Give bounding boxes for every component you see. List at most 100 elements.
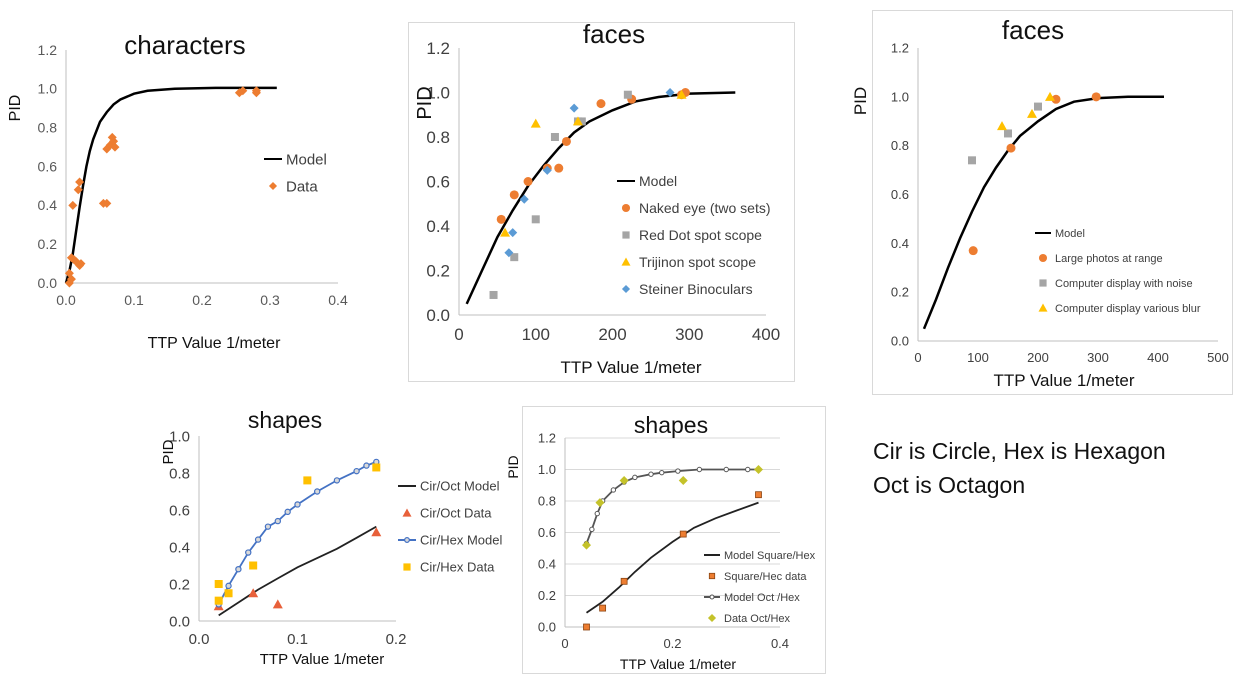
legend-marker-cir-hex-data (403, 563, 411, 571)
x-tick-label: 0.4 (328, 292, 348, 308)
series-line-model (922, 95, 1164, 330)
legend-marker-data-oct-hex (707, 613, 717, 623)
data-point-cir-hex-data (303, 476, 312, 485)
data-point-cir-hex-model (254, 536, 262, 543)
y-tick-label: 1.2 (891, 41, 909, 56)
legend-label-naked-eye-two-sets: Naked eye (two sets) (639, 200, 771, 216)
x-axis-label: TTP Value 1/meter (148, 335, 281, 352)
legend-label-model-square-hex: Model Square/Hex (724, 550, 816, 562)
chart-characters-svg: 0.0 0.2 0.4 0.6 0.8 1.0 1.2 0.0 0.1 0.2 0.3 0.4 char… (7, 30, 348, 352)
data-point-computer-display-various-blur (997, 121, 1007, 131)
data-point-data (64, 268, 74, 278)
y-tick-label: 0.0 (426, 306, 450, 325)
y-tick-label: 0.0 (538, 620, 556, 635)
y-tick-label: 0.4 (38, 197, 58, 213)
legend-label-red-dot-spot-scope: Red Dot spot scope (639, 227, 762, 243)
data-point-large-photos-at-range (1051, 94, 1061, 104)
data-point-cir-hex-model (353, 467, 360, 475)
data-point-model-oct-hex (696, 466, 703, 473)
data-point-large-photos-at-range (1006, 143, 1016, 153)
x-tick-label: 0.2 (663, 636, 681, 651)
data-point-steiner-binoculars (542, 165, 552, 175)
legend-marker-computer-display-various-blur (1038, 303, 1048, 312)
legend-label-model: Model (1055, 228, 1085, 240)
data-point-steiner-binoculars (569, 103, 579, 113)
data-point-data (238, 86, 248, 96)
data-point-data-oct-hex (754, 465, 763, 474)
y-tick-label: 0.2 (169, 576, 190, 593)
abbreviation-note: Cir is Circle, Hex is Hexagon Oct is Oct… (873, 434, 1166, 502)
abbreviation-note-line-1: Cir is Circle, Hex is Hexagon (873, 438, 1166, 464)
data-point-square-hec-data (599, 604, 607, 612)
data-point-steiner-binoculars (665, 88, 675, 97)
series-line-cir-hex-model (217, 461, 377, 605)
x-tick-label: 0.0 (189, 631, 210, 648)
data-point-cir-hex-data (214, 596, 223, 605)
data-point-red-dot-spot-scope (510, 253, 519, 262)
data-point-trijinon-spot-scope (676, 89, 687, 99)
x-tick-label: 0 (914, 350, 921, 365)
data-point-trijinon-spot-scope (530, 118, 541, 128)
data-point-naked-eye-two-sets (554, 163, 564, 173)
y-tick-label: 0.4 (426, 217, 450, 236)
x-axis-label: TTP Value 1/meter (560, 358, 701, 377)
data-point-model-oct-hex (675, 468, 681, 474)
y-tick-label: 0.4 (538, 557, 556, 572)
data-point-model-oct-hex (632, 474, 638, 481)
y-axis-label: PID (7, 95, 24, 122)
data-point-computer-display-with-noise (1034, 102, 1042, 111)
y-tick-label: 1.2 (426, 39, 450, 58)
y-tick-label: 1.0 (169, 428, 190, 445)
data-point-red-dot-spot-scope (489, 290, 498, 299)
y-tick-label: 0.6 (38, 158, 58, 174)
y-tick-label: 0.0 (38, 275, 58, 291)
data-point-cir-oct-data (248, 588, 259, 598)
legend-marker-data (268, 181, 278, 191)
chart-shapes-2: 0.0 0.2 0.4 0.6 0.8 1.0 1.2 0 0.2 0.4 shapes TTP Va… (505, 406, 826, 674)
chart-faces-1: 0.0 0.2 0.4 0.6 0.8 1.0 1.2 0 100 200 300 400 faces T… (408, 19, 795, 382)
data-point-cir-hex-model (245, 549, 252, 556)
y-tick-label: 0.8 (891, 138, 909, 153)
legend-label-data: Data (286, 178, 318, 195)
data-point-cir-hex-model (284, 508, 291, 516)
legend-label-trijinon-spot-scope: Trijinon spot scope (639, 254, 756, 270)
data-point-red-dot-spot-scope (531, 215, 540, 224)
legend-marker-model-oct-hex (709, 594, 715, 600)
chart-title: shapes (248, 407, 322, 433)
x-tick-label: 0.3 (260, 292, 280, 308)
legend-marker-cir-oct-data (402, 508, 412, 517)
x-tick-label: 200 (1027, 350, 1049, 365)
data-point-naked-eye-two-sets (496, 214, 506, 224)
x-axis-label: TTP Value 1/meter (620, 656, 737, 672)
legend-label-model: Model (286, 151, 327, 168)
data-point-square-hec-data (583, 623, 590, 631)
data-point-steiner-binoculars (508, 228, 518, 238)
chart-faces-2: 0.0 0.2 0.4 0.6 0.8 1.0 1.2 0 100 200 300 400 500 fac… (851, 10, 1233, 395)
x-tick-label: 300 (1087, 350, 1109, 365)
legend-marker-computer-display-with-noise (1039, 279, 1047, 287)
legend-marker-square-hec-data (708, 572, 716, 580)
y-tick-label: 0.8 (426, 128, 450, 147)
x-tick-label: 100 (522, 325, 550, 344)
data-point-cir-hex-model (363, 462, 370, 469)
data-point-cir-hex-data (224, 589, 233, 598)
y-tick-label: 0.8 (38, 120, 58, 136)
x-tick-label: 0.1 (287, 631, 308, 648)
series-line-model (64, 86, 277, 284)
x-tick-label: 200 (598, 325, 626, 344)
data-point-steiner-binoculars (504, 248, 514, 258)
legend-label-steiner-binoculars: Steiner Binoculars (639, 281, 753, 297)
data-point-cir-hex-model (313, 488, 321, 495)
legend-label-cir-oct-data: Cir/Oct Data (420, 506, 492, 521)
data-point-steiner-binoculars (519, 194, 529, 204)
data-point-red-dot-spot-scope (550, 133, 559, 141)
chart-faces-1-svg: 0.0 0.2 0.4 0.6 0.8 1.0 1.2 0 100 200 300 400 faces T… (414, 19, 780, 377)
chart-faces-2-svg: 0.0 0.2 0.4 0.6 0.8 1.0 1.2 0 100 200 300 400 500 fac… (851, 15, 1229, 390)
legend-label-cir-hex-data: Cir/Hex Data (420, 560, 495, 575)
data-point-model-oct-hex (648, 471, 654, 477)
data-point-data (102, 198, 112, 208)
y-tick-label: 0.6 (538, 525, 556, 540)
legend-marker-cir-hex-model (404, 537, 410, 543)
data-point-computer-display-with-noise (1004, 129, 1012, 138)
y-tick-label: 1.0 (426, 83, 450, 102)
